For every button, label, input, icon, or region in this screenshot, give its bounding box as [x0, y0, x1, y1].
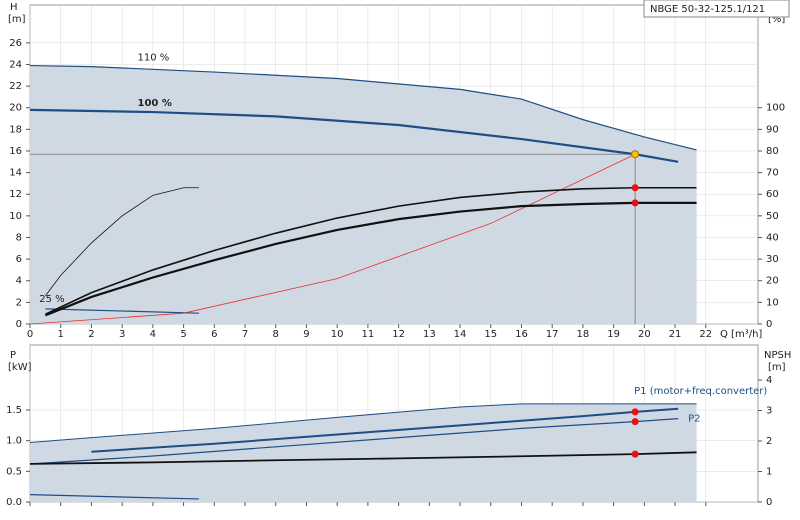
- y2-tick-label: 100: [766, 103, 785, 114]
- y2-tick-label: 40: [766, 232, 779, 243]
- y-tick-label: 0.5: [6, 466, 22, 477]
- curve-label: P2: [688, 414, 700, 425]
- operating-point: [631, 199, 639, 207]
- curve: [29, 494, 199, 500]
- y2-tick-label: 3: [766, 406, 772, 417]
- x-tick-label: 19: [607, 329, 620, 340]
- y-axis-label: P: [10, 350, 16, 361]
- curve-label: P1 (motor+freq.converter): [634, 386, 767, 397]
- y2-tick-label: 70: [766, 168, 779, 179]
- y2-tick-label: 0: [766, 497, 772, 508]
- x-tick-label: 21: [669, 329, 682, 340]
- curve: [45, 186, 697, 315]
- y-axis-unit: [m]: [8, 14, 26, 25]
- curve: [45, 187, 199, 297]
- y-tick-label: 24: [9, 59, 22, 70]
- x-tick-label: 14: [454, 329, 467, 340]
- x-tick-label: 7: [242, 329, 248, 340]
- operating-point: [631, 450, 639, 458]
- x-tick-label: 22: [699, 329, 712, 340]
- y-tick-label: 16: [9, 146, 22, 157]
- operating-point: [631, 150, 640, 159]
- y-tick-label: 10: [9, 211, 22, 222]
- y2-axis-label: NPSH: [764, 350, 791, 361]
- y2-tick-label: 10: [766, 297, 779, 308]
- curve-label: 25 %: [39, 294, 64, 305]
- y-tick-label: 14: [9, 168, 22, 179]
- envelope-area: [30, 65, 697, 324]
- x-axis-label: Q [m³/h]: [720, 329, 762, 340]
- x-tick-label: 18: [577, 329, 590, 340]
- curve: [45, 308, 199, 314]
- curve-label: 110 %: [138, 53, 170, 64]
- plot: 0.0 0.5 1.0 1.5 0 1 2 3 4 P[kW] NPSH[m] P1 (motor+f…: [6, 344, 791, 508]
- operating-point: [631, 184, 639, 192]
- y-tick-label: 0.0: [6, 497, 22, 508]
- x-tick-label: 16: [515, 329, 528, 340]
- y2-tick-label: 2: [766, 436, 772, 447]
- curve-label: 100 %: [138, 98, 172, 109]
- x-tick-label: 3: [119, 329, 125, 340]
- curve: [44, 201, 697, 317]
- y2-tick-label: 80: [766, 146, 779, 157]
- x-tick-label: 0: [27, 329, 33, 340]
- y-tick-label: 12: [9, 189, 22, 200]
- operating-point: [631, 418, 639, 426]
- chart-title: NBGE 50-32-125.1/121: [650, 4, 765, 15]
- x-tick-label: 13: [423, 329, 436, 340]
- y-tick-label: 0: [16, 319, 22, 330]
- x-tick-label: 9: [303, 329, 309, 340]
- x-tick-label: 5: [180, 329, 186, 340]
- y2-axis-unit: [%]: [768, 14, 785, 25]
- y2-tick-label: 90: [766, 124, 779, 135]
- y-tick-label: 8: [16, 232, 22, 243]
- x-tick-label: 8: [273, 329, 279, 340]
- x-tick-label: 2: [88, 329, 94, 340]
- x-tick-label: 11: [362, 329, 375, 340]
- y-tick-label: 1.5: [6, 405, 22, 416]
- x-tick-label: 10: [331, 329, 344, 340]
- y-axis-label: H: [10, 2, 18, 13]
- y-tick-label: 2: [16, 297, 22, 308]
- y-tick-label: 26: [9, 38, 22, 49]
- x-tick-label: 4: [150, 329, 156, 340]
- operating-point: [631, 408, 639, 416]
- curve: [29, 64, 697, 151]
- plot: 0 1 2 3 4 5 6 7 8 9 10 11 12 13 14 15 16 17 18 19 20 21 220246…: [8, 2, 785, 340]
- x-tick-label: 17: [546, 329, 559, 340]
- x-tick-label: 1: [58, 329, 64, 340]
- y-tick-label: 20: [9, 103, 22, 114]
- y2-tick-label: 30: [766, 254, 779, 265]
- y2-tick-label: 1: [766, 467, 772, 478]
- y2-axis-unit: [m]: [768, 362, 786, 373]
- x-tick-label: 6: [211, 329, 217, 340]
- y2-tick-label: 4: [766, 375, 772, 386]
- x-tick-label: 15: [484, 329, 497, 340]
- curve: [29, 403, 697, 444]
- y2-tick-label: 20: [766, 276, 779, 287]
- y-tick-label: 18: [9, 124, 22, 135]
- y-axis-unit: [kW]: [8, 362, 32, 373]
- y2-tick-label: 0: [766, 319, 772, 330]
- x-tick-label: 12: [392, 329, 405, 340]
- curve: [29, 153, 636, 325]
- y2-tick-label: 50: [766, 211, 779, 222]
- x-tick-label: 20: [638, 329, 651, 340]
- y-tick-label: 6: [16, 254, 22, 265]
- title-box: [643, 0, 790, 18]
- y-tick-label: 4: [16, 276, 22, 287]
- y-tick-label: 22: [9, 81, 22, 92]
- y-tick-label: 1.0: [6, 436, 22, 447]
- y2-tick-label: 60: [766, 189, 779, 200]
